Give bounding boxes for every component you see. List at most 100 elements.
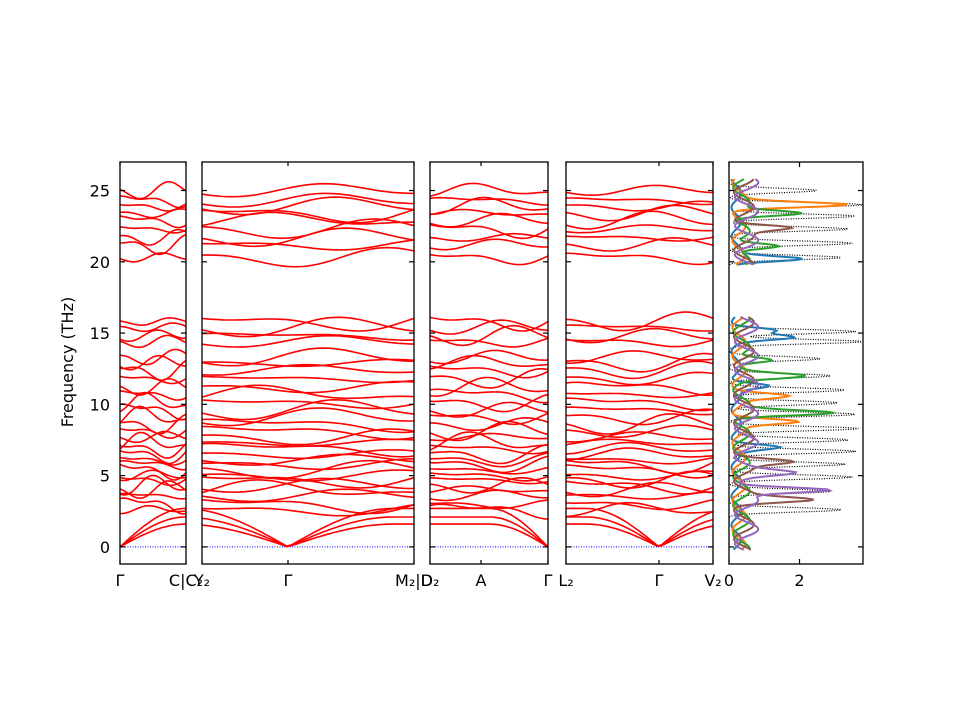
projected-dos-curve	[733, 316, 834, 551]
phonon-band	[120, 430, 186, 444]
phonon-band	[430, 431, 548, 451]
phonon-band	[566, 360, 713, 380]
phonon-band	[120, 228, 186, 246]
phonon-band	[202, 384, 414, 400]
dos-panel	[729, 178, 863, 551]
phonon-band	[430, 443, 548, 465]
phonon-band	[202, 211, 414, 227]
phonon-band	[202, 182, 414, 198]
phonon-band	[566, 204, 713, 222]
acoustic-branch	[120, 507, 186, 548]
phonon-band	[566, 499, 713, 511]
panel-frames	[119, 161, 864, 565]
kpoint-label: A	[476, 571, 487, 590]
y-tick-label: 25	[90, 182, 110, 201]
phonon-band	[566, 447, 713, 461]
phonon-band	[430, 476, 548, 494]
phonon-band	[430, 499, 548, 509]
dos-x-tick-label: 0	[724, 571, 734, 590]
phonon-band	[566, 210, 713, 230]
y-tick-label: 0	[100, 538, 110, 557]
acoustic-branch	[202, 507, 414, 548]
phonon-band	[202, 208, 414, 224]
phonon-band	[430, 196, 548, 216]
kpoint-label: D₂	[421, 571, 440, 590]
phonon-band	[202, 488, 414, 503]
phonon-band	[430, 376, 548, 398]
phonon-band	[202, 332, 414, 341]
phonon-band	[120, 375, 186, 385]
phonon-band	[120, 208, 186, 219]
phonon-band	[202, 399, 414, 410]
phonon-band	[430, 489, 548, 502]
phonon-band	[430, 253, 548, 266]
phonon-band	[566, 406, 713, 416]
total-dos-curve	[729, 179, 863, 266]
phonon-band	[430, 388, 548, 404]
phonon-band	[566, 252, 713, 266]
phonon-band	[120, 334, 186, 349]
phonon-band	[566, 327, 713, 344]
phonon-band	[430, 416, 548, 432]
phonon-band	[120, 181, 186, 200]
acoustic-branch	[120, 523, 186, 548]
phonon-band	[202, 218, 414, 240]
phonon-band	[566, 480, 713, 495]
phonon-band	[566, 408, 713, 426]
phonon-band	[430, 182, 548, 197]
phonon-band	[566, 184, 713, 197]
phonon-band	[430, 354, 548, 370]
phonon-band	[120, 460, 186, 471]
phonon-band	[120, 203, 186, 212]
phonon-band	[566, 236, 713, 252]
kpoint-label: Γ	[284, 571, 293, 590]
phonon-band	[566, 224, 713, 234]
band-structure-panels	[120, 181, 713, 548]
band-panel-p2	[202, 182, 414, 548]
phonon-band	[566, 311, 713, 332]
phonon-band	[202, 504, 414, 517]
phonon-band	[120, 226, 186, 234]
acoustic-branch	[202, 523, 414, 548]
phonon-band	[566, 397, 713, 412]
phonon-band	[566, 371, 713, 386]
acoustic-branch	[566, 507, 713, 547]
phonon-band	[120, 322, 186, 333]
phonon-band	[202, 459, 414, 480]
phonon-band	[566, 431, 713, 443]
phonon-band	[120, 480, 186, 500]
phonon-band	[202, 469, 414, 482]
phonon-band	[120, 252, 186, 263]
phonon-band	[120, 195, 186, 209]
panel-frame	[201, 161, 415, 565]
phonon-band	[120, 403, 186, 421]
kpoint-label: Γ	[655, 571, 664, 590]
acoustic-branch	[430, 507, 548, 548]
phonon-band	[430, 452, 548, 468]
phonon-band	[430, 212, 548, 228]
phonon-band	[120, 233, 186, 256]
phonon-band	[202, 407, 414, 427]
phonon-band	[202, 449, 414, 460]
phonon-band	[202, 358, 414, 368]
phonon-band	[120, 463, 186, 481]
projected-dos-curve	[732, 316, 814, 551]
acoustic-branch	[202, 516, 414, 548]
kpoint-label: L₂	[558, 571, 573, 590]
phonon-band	[430, 365, 548, 379]
y-tick-label: 15	[90, 324, 110, 343]
phonon-band	[202, 317, 414, 332]
phonon-band	[430, 466, 548, 475]
kpoint-label: Γ	[544, 571, 553, 590]
dos-frame	[728, 161, 864, 565]
phonon-band	[120, 427, 186, 439]
projected-dos-curve	[733, 178, 760, 266]
kpoint-label: Γ	[116, 571, 125, 590]
phonon-band	[430, 472, 548, 482]
panel-frame	[565, 161, 714, 565]
phonon-band	[566, 197, 713, 206]
phonon-band	[120, 391, 186, 413]
phonon-band	[566, 339, 713, 348]
phonon-band	[430, 368, 548, 389]
